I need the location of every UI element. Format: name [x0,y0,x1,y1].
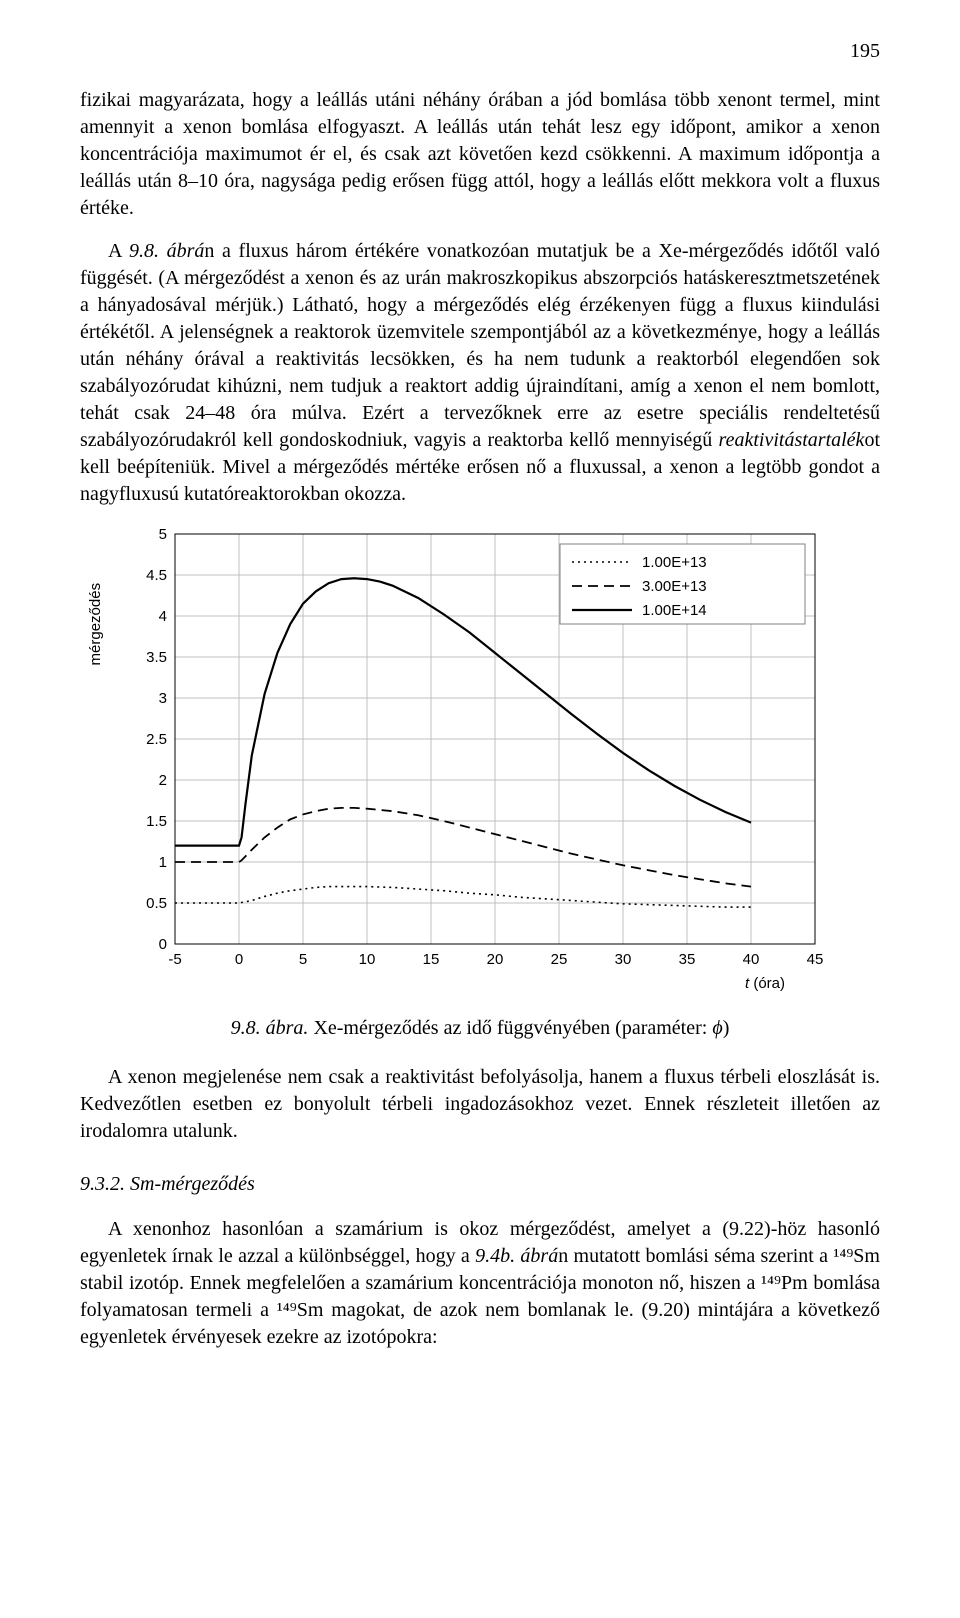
para2-term: reaktivitástartalék [719,429,865,451]
figure-caption-symbol: ϕ [712,1017,722,1039]
svg-text:1.00E+14: 1.00E+14 [642,602,707,619]
page: 195 fizikai magyarázata, hogy a leállás … [0,0,960,1407]
para2-fig-ref: 9.8. ábrá [129,240,204,262]
svg-text:mérgeződés: mérgeződés [87,583,104,666]
svg-text:40: 40 [743,951,760,968]
svg-text:2.5: 2.5 [146,731,167,748]
svg-text:4: 4 [159,608,167,625]
figure-caption-close: ) [723,1017,730,1039]
svg-text:30: 30 [615,951,632,968]
svg-text:3.00E+13: 3.00E+13 [642,578,707,595]
paragraph-1: fizikai magyarázata, hogy a leállás után… [80,87,880,222]
svg-text:4.5: 4.5 [146,567,167,584]
svg-text:3: 3 [159,690,167,707]
figure-9-8: -505101520253035404500.511.522.533.544.5… [80,524,880,1009]
svg-text:2: 2 [159,772,167,789]
svg-text:0: 0 [159,936,167,953]
svg-text:1: 1 [159,854,167,871]
page-number: 195 [80,40,880,63]
svg-text:20: 20 [487,951,504,968]
svg-text:1.5: 1.5 [146,813,167,830]
svg-text:0: 0 [235,951,243,968]
svg-text:1.00E+13: 1.00E+13 [642,554,707,571]
svg-text:t (óra): t (óra) [745,975,785,992]
paragraph-4: A xenonhoz hasonlóan a szamárium is okoz… [80,1216,880,1351]
para2-mid: n a fluxus három értékére vonatkozóan mu… [80,240,880,451]
svg-text:5: 5 [159,526,167,543]
chart-svg: -505101520253035404500.511.522.533.544.5… [80,524,840,1004]
para2-pre: A [108,240,129,262]
svg-text:25: 25 [551,951,568,968]
svg-text:3.5: 3.5 [146,649,167,666]
figure-caption-number: 9.8. ábra. [231,1017,309,1039]
paragraph-2: A 9.8. ábrán a fluxus három értékére von… [80,238,880,508]
section-heading: 9.3.2. Sm-mérgeződés [80,1173,880,1196]
figure-caption: 9.8. ábra. Xe-mérgeződés az idő függvény… [80,1017,880,1040]
svg-text:35: 35 [679,951,696,968]
svg-text:-5: -5 [168,951,181,968]
svg-text:15: 15 [423,951,440,968]
paragraph-3: A xenon megjelenése nem csak a reaktivit… [80,1064,880,1145]
svg-text:5: 5 [299,951,307,968]
svg-text:10: 10 [359,951,376,968]
para4-fig-ref: 9.4b. ábrá [475,1245,558,1267]
svg-text:45: 45 [807,951,824,968]
figure-caption-text: Xe-mérgeződés az idő függvényében (param… [308,1017,712,1039]
svg-text:0.5: 0.5 [146,895,167,912]
